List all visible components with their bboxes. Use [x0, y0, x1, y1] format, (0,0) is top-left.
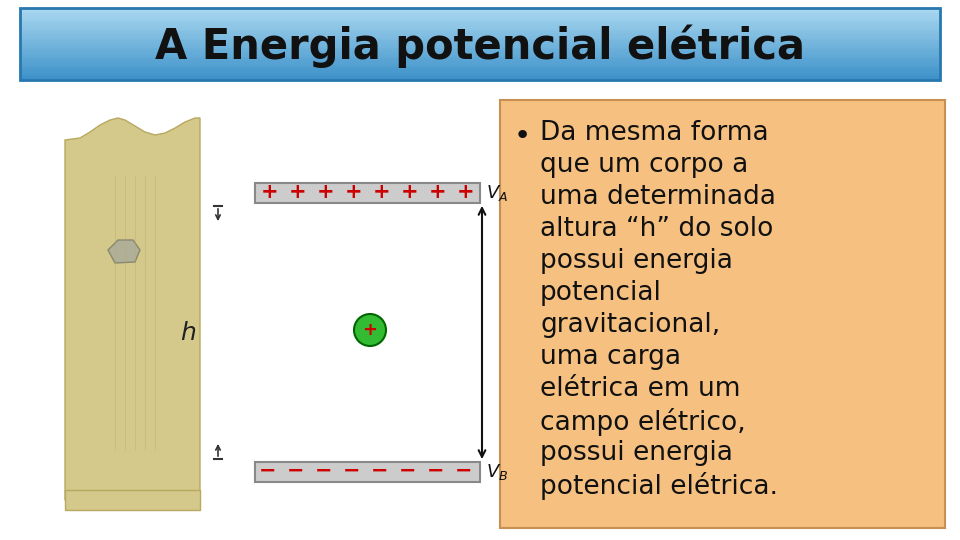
Bar — [20, 44, 940, 46]
Bar — [20, 37, 940, 39]
Bar — [20, 15, 940, 17]
Bar — [20, 33, 940, 36]
Bar — [20, 69, 940, 71]
Text: −: − — [259, 461, 276, 481]
Text: +: + — [261, 182, 278, 202]
Bar — [20, 11, 940, 14]
Bar — [20, 19, 940, 21]
Text: possui energia: possui energia — [540, 440, 732, 466]
Bar — [20, 76, 940, 79]
Bar — [20, 46, 940, 48]
Bar — [20, 78, 940, 80]
Text: −: − — [399, 461, 417, 481]
Text: •: • — [514, 122, 531, 150]
Bar — [255, 462, 480, 482]
Text: $h$: $h$ — [180, 321, 196, 345]
Polygon shape — [65, 118, 200, 500]
Text: −: − — [287, 461, 304, 481]
Bar — [20, 49, 940, 52]
Bar — [20, 26, 940, 28]
Text: $V_A$: $V_A$ — [486, 183, 508, 203]
Text: Da mesma forma: Da mesma forma — [540, 120, 769, 146]
Bar — [20, 65, 940, 68]
Text: −: − — [315, 461, 333, 481]
Bar — [20, 40, 940, 43]
Text: −: − — [372, 461, 389, 481]
Text: +: + — [317, 182, 335, 202]
Bar — [20, 68, 940, 70]
Bar — [20, 35, 940, 37]
Text: −: − — [344, 461, 361, 481]
Text: +: + — [289, 182, 307, 202]
Text: possui energia: possui energia — [540, 248, 732, 274]
Bar — [20, 75, 940, 77]
Bar — [20, 14, 940, 16]
Bar — [20, 22, 940, 25]
Bar — [20, 38, 940, 41]
Bar — [20, 48, 940, 50]
Bar — [60, 95, 490, 510]
Text: que um corpo a: que um corpo a — [540, 152, 748, 178]
Bar — [20, 24, 940, 26]
Text: +: + — [363, 321, 377, 339]
Text: +: + — [429, 182, 446, 202]
Bar — [20, 28, 940, 30]
Bar — [20, 62, 940, 64]
Bar — [20, 17, 940, 19]
Text: potencial: potencial — [540, 280, 661, 306]
Bar — [20, 55, 940, 57]
Text: +: + — [346, 182, 363, 202]
Text: uma carga: uma carga — [540, 344, 681, 370]
Bar — [500, 100, 945, 528]
Polygon shape — [65, 490, 200, 510]
Bar — [20, 10, 940, 12]
Text: campo elétrico,: campo elétrico, — [540, 408, 746, 436]
Bar — [20, 58, 940, 60]
Text: A Energia potencial elétrica: A Energia potencial elétrica — [155, 24, 805, 68]
Bar — [20, 21, 940, 23]
Bar — [255, 183, 480, 203]
Circle shape — [354, 314, 386, 346]
Bar — [20, 30, 940, 32]
Bar — [20, 73, 940, 75]
Polygon shape — [108, 240, 140, 263]
Bar — [20, 60, 940, 63]
Text: −: − — [427, 461, 444, 481]
Text: −: − — [455, 461, 472, 481]
Bar — [20, 8, 940, 10]
Text: altura “h” do solo: altura “h” do solo — [540, 216, 774, 242]
Text: elétrica em um: elétrica em um — [540, 376, 740, 402]
Bar — [20, 8, 940, 80]
Bar — [20, 57, 940, 59]
Text: +: + — [373, 182, 391, 202]
Text: $V_B$: $V_B$ — [486, 462, 508, 482]
Bar — [20, 42, 940, 44]
Bar — [20, 53, 940, 55]
Bar — [20, 64, 940, 66]
Text: +: + — [401, 182, 419, 202]
Text: gravitacional,: gravitacional, — [540, 312, 720, 338]
Bar — [20, 71, 940, 73]
Text: potencial elétrica.: potencial elétrica. — [540, 472, 778, 500]
Text: +: + — [457, 182, 475, 202]
Text: uma determinada: uma determinada — [540, 184, 776, 210]
Bar — [20, 51, 940, 53]
Bar — [20, 31, 940, 33]
